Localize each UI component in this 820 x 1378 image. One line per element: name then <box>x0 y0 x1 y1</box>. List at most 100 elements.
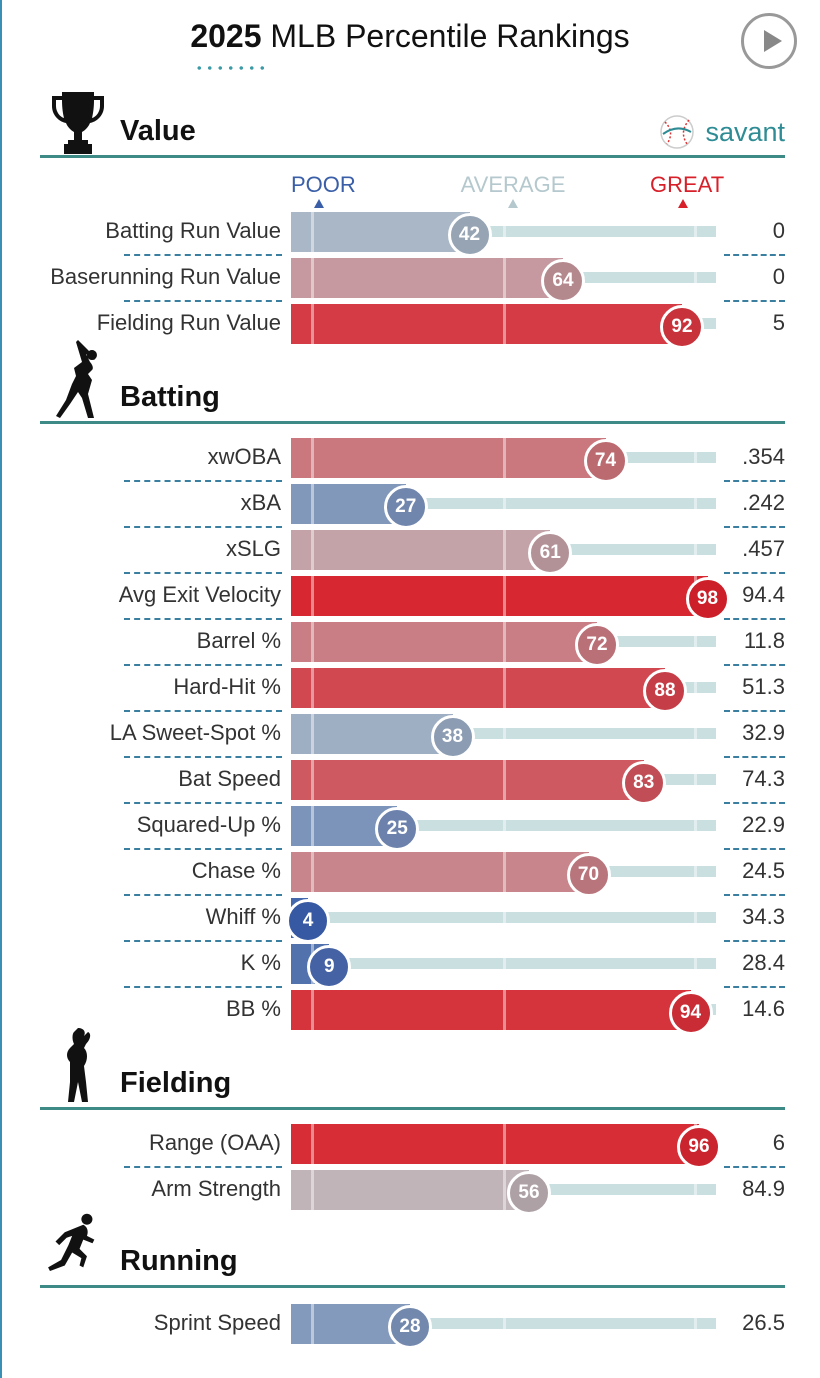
title-year: 2025 <box>190 18 262 54</box>
percentile-bubble[interactable]: 56 <box>507 1171 551 1215</box>
percentile-bar <box>291 668 665 708</box>
metric-label[interactable]: Hard-Hit % <box>173 674 281 699</box>
scale-average-label: AVERAGE <box>453 172 573 208</box>
percentile-bar <box>291 438 606 478</box>
scale-gridline <box>502 806 506 846</box>
scale-gridline <box>311 806 315 846</box>
scale-gridline <box>693 806 697 846</box>
scale-gridline <box>502 622 506 662</box>
metric-label[interactable]: Arm Strength <box>151 1176 281 1201</box>
metric-label[interactable]: xBA <box>240 490 281 515</box>
metric-label[interactable]: Fielding Run Value <box>96 310 281 335</box>
baseball-logo-icon <box>660 115 694 149</box>
scale-gridline <box>311 668 315 708</box>
section-divider <box>40 1107 785 1110</box>
scale-gridline <box>693 668 697 708</box>
scale-gridline <box>693 944 697 984</box>
play-icon[interactable] <box>741 13 797 69</box>
scale-gridline <box>693 760 697 800</box>
metric-label[interactable]: K % <box>240 950 281 975</box>
metric-row: xSLG 61 .457 <box>0 530 820 575</box>
metric-label[interactable]: xwOBA <box>207 444 281 469</box>
row-separator <box>124 664 282 666</box>
scale-gridline <box>502 1304 506 1344</box>
row-separator <box>124 940 282 942</box>
row-separator <box>124 526 282 528</box>
percentile-bubble[interactable]: 70 <box>566 853 611 897</box>
metric-value: 0 <box>772 218 785 243</box>
percentile-bubble[interactable]: 83 <box>621 761 666 805</box>
percentile-bubble[interactable]: 98 <box>685 577 730 621</box>
metric-label[interactable]: Squared-Up % <box>136 812 281 837</box>
percentile-bubble[interactable]: 9 <box>307 945 352 989</box>
row-separator <box>124 1166 282 1168</box>
scale-gridline <box>502 576 506 616</box>
metric-label[interactable]: Baserunning Run Value <box>50 264 281 289</box>
metric-label[interactable]: Barrel % <box>196 628 281 653</box>
metric-label[interactable]: Chase % <box>191 858 281 883</box>
metric-value: 22.9 <box>742 812 785 837</box>
metric-value: 6 <box>772 1130 785 1155</box>
scale-gridline <box>311 484 315 524</box>
percentile-bubble[interactable]: 74 <box>583 439 628 483</box>
metric-row: xBA 27 .242 <box>0 484 820 529</box>
row-separator <box>724 526 785 528</box>
metric-label[interactable]: Range (OAA) <box>148 1130 281 1155</box>
percentile-bubble[interactable]: 96 <box>677 1125 721 1169</box>
percentile-bubble[interactable]: 72 <box>575 623 619 667</box>
metric-row: Hard-Hit % 88 51.3 <box>0 668 820 713</box>
scale-gridline <box>693 438 697 478</box>
runner-icon <box>48 1213 95 1272</box>
metric-value: 84.9 <box>742 1176 785 1201</box>
percentile-bubble[interactable]: 88 <box>643 669 687 713</box>
metric-label[interactable]: Sprint Speed <box>153 1310 281 1335</box>
section-header-fielding: Fielding <box>40 1028 785 1110</box>
percentile-bubble[interactable]: 38 <box>430 715 475 759</box>
percentile-bubble[interactable]: 42 <box>447 213 492 257</box>
percentile-bubble[interactable]: 92 <box>660 305 704 349</box>
great-triangle-icon <box>678 199 688 208</box>
metric-label[interactable]: BB % <box>225 996 281 1021</box>
row-separator <box>724 986 785 988</box>
scale-gridline <box>502 1170 506 1210</box>
percentile-track <box>291 1318 716 1329</box>
metric-row: Fielding Run Value 92 5 <box>0 304 820 349</box>
savant-brand[interactable]: savant <box>705 117 785 147</box>
row-separator <box>724 848 785 850</box>
section-title-fielding: Fielding <box>120 1067 232 1099</box>
scale-great-label: GREAT <box>650 172 724 208</box>
scale-gridline <box>311 990 315 1030</box>
metric-label[interactable]: Avg Exit Velocity <box>118 582 281 607</box>
percentile-track <box>291 498 716 509</box>
scale-gridline <box>311 438 315 478</box>
percentile-bubble[interactable]: 27 <box>383 485 428 529</box>
percentile-bubble[interactable]: 64 <box>541 259 585 303</box>
metric-label[interactable]: xSLG <box>225 536 281 561</box>
metric-value: 51.3 <box>742 674 785 699</box>
metric-label[interactable]: Whiff % <box>205 904 281 929</box>
percentile-bubble[interactable]: 94 <box>668 991 713 1035</box>
metric-label[interactable]: Batting Run Value <box>105 218 281 243</box>
section-header-value: Value savant <box>40 88 785 158</box>
scale-gridline <box>502 852 506 892</box>
metric-label[interactable]: LA Sweet-Spot % <box>109 720 281 745</box>
percentile-bar <box>291 576 708 616</box>
scale-gridline <box>502 530 506 570</box>
section-title-running: Running <box>120 1245 238 1277</box>
row-separator <box>724 572 785 574</box>
metric-label[interactable]: Bat Speed <box>178 766 281 791</box>
metric-row: Bat Speed 83 74.3 <box>0 760 820 805</box>
scale-gridline <box>502 714 506 754</box>
metric-value: .354 <box>742 444 785 469</box>
row-separator <box>724 802 785 804</box>
percentile-bubble[interactable]: 25 <box>375 807 420 851</box>
row-separator <box>724 940 785 942</box>
percentile-bubble[interactable]: 28 <box>388 1305 432 1349</box>
percentile-bubble[interactable]: 61 <box>528 531 573 575</box>
percentile-bar <box>291 1124 699 1164</box>
percentile-bubble[interactable]: 4 <box>286 899 330 943</box>
row-separator <box>124 802 282 804</box>
title-dots-menu[interactable] <box>194 66 268 70</box>
percentile-track <box>291 226 716 237</box>
scale-gridline <box>311 530 315 570</box>
